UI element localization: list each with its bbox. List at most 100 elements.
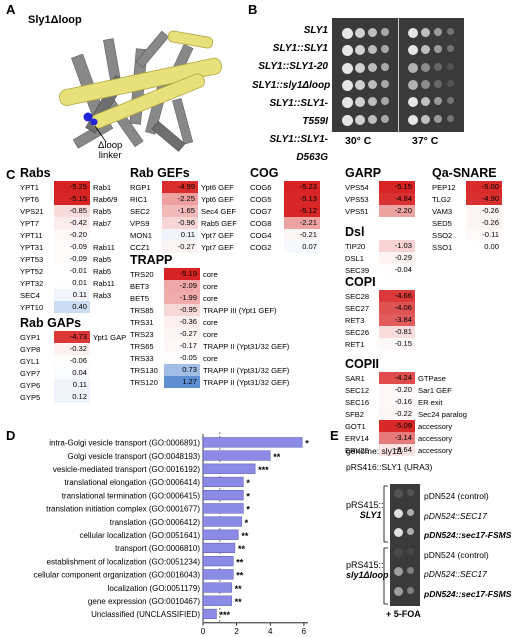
- gene-name: GOT1: [345, 421, 366, 431]
- score-cell: 0.04: [54, 367, 90, 379]
- gene-annotation: core: [203, 353, 218, 363]
- colony-spot: [408, 80, 418, 90]
- colony-spot: [368, 80, 377, 89]
- group-garp: GARP VPS54 -5.15 VPS53 -4.84 VPS51 -2.20: [345, 166, 415, 217]
- score-cell: -0.05: [164, 352, 200, 364]
- significance-stars: ***: [258, 465, 269, 475]
- significance-stars: **: [273, 452, 281, 462]
- gene-row: SEC4 0.11 Rab3: [20, 289, 130, 301]
- gene-row: VAM3 -0.26: [432, 205, 502, 217]
- group-trapp: TRAPP TRS20 -5.19 core BET3 -2.09 core BET5 -1.9…: [130, 253, 310, 388]
- gene-row: YPT52 -0.01 Rab5: [20, 265, 130, 277]
- protein-structure-image: [59, 30, 222, 152]
- strain-labels: SLY1 SLY1::SLY1 SLY1::SLY1-20 SLY1::sly1…: [252, 22, 331, 168]
- gene-annotation: Rab1: [93, 182, 112, 192]
- structure-title: Sly1Δloop: [28, 14, 82, 26]
- gene-row: SEC16 -0.16 ER exit: [345, 396, 475, 408]
- category-label: establishment of localization (GO:005123…: [47, 557, 201, 566]
- score-cell: -0.42: [54, 217, 90, 229]
- group2-label: pRS415:: sly1Δloop: [346, 560, 389, 580]
- gene-row: SEC26 -0.81: [345, 326, 415, 338]
- e-row-label: pDN524::SEC17: [424, 510, 487, 521]
- significance-stars: **: [241, 531, 249, 541]
- gene-name: BET5: [130, 293, 149, 303]
- group-copii: COPII SAR1 -4.24 GTPase SEC12 -0.20 Sar1 GEF SE…: [345, 357, 475, 456]
- group-title: TRAPP: [130, 253, 173, 267]
- significance-stars: *: [245, 518, 249, 528]
- score-cell: 0.40: [54, 301, 90, 313]
- panel-label-a: A: [6, 2, 16, 17]
- score-cell: -0.15: [379, 338, 415, 350]
- gene-annotation: accessory: [418, 433, 453, 443]
- gene-annotation: Ypt7 GEF: [201, 242, 234, 252]
- score-cell: 1.27: [164, 376, 200, 388]
- category-label: cellular component organization (GO:0016…: [34, 571, 201, 580]
- x-tick-label: 2: [234, 627, 239, 636]
- colony-spot: [342, 28, 353, 39]
- gene-row: SEC28 -4.66: [345, 290, 415, 302]
- score-cell: 0.01: [54, 277, 90, 289]
- gene-row: TRS31 -0.36 core: [130, 316, 310, 328]
- strain-label: SLY1::sly1Δloop: [252, 79, 331, 91]
- group-title: COPII: [345, 357, 380, 371]
- group-copi: COPI SEC28 -4.66 SEC27 -4.06 RET3 -3.84 SEC26 -0…: [345, 275, 415, 350]
- gene-name: YPT1: [20, 182, 39, 192]
- gene-annotation: GTPase: [418, 373, 446, 383]
- gene-name: VPS53: [345, 194, 369, 204]
- bar: [202, 463, 256, 474]
- gene-name: TRS120: [130, 377, 158, 387]
- score-cell: -0.26: [466, 205, 502, 217]
- colony-spot: [421, 45, 430, 55]
- gene-name: YPT10: [20, 302, 44, 312]
- group1-label: pRS415:: SLY1: [346, 500, 384, 520]
- gene-name: PEP12: [432, 182, 456, 192]
- score-cell: 0.73: [164, 364, 200, 376]
- colony-spot: [407, 586, 414, 594]
- score-cell: -0.20: [54, 229, 90, 241]
- colony-spot: [408, 97, 418, 108]
- gene-name: YPT32: [20, 278, 44, 288]
- score-cell: -0.27: [164, 328, 200, 340]
- score-cell: -0.17: [164, 340, 200, 352]
- gene-annotation: Rab5: [93, 254, 112, 264]
- score-cell: -5.19: [164, 268, 200, 280]
- gene-row: YPT53 -0.09 Rab5: [20, 253, 130, 265]
- category-label: Golgi vesicle transport (GO:0048193): [67, 452, 200, 461]
- gene-name: ERV14: [345, 433, 369, 443]
- gene-row: BET3 -2.09 core: [130, 280, 310, 292]
- gene-row: YPT7 -0.42 Rab7: [20, 217, 130, 229]
- colony-spot: [368, 62, 377, 72]
- gene-name: SED5: [432, 218, 452, 228]
- gene-name: VPS21: [20, 206, 44, 216]
- gene-name: SEC27: [345, 303, 370, 313]
- gene-name: YPT31: [20, 242, 44, 252]
- gene-annotation: ER exit: [418, 397, 443, 407]
- colony-spot: [381, 97, 389, 106]
- score-cell: 0.00: [466, 241, 502, 253]
- bar: [202, 450, 271, 461]
- score-cell: 0.11: [54, 289, 90, 301]
- category-label: cellular localization (GO:0051641): [79, 531, 200, 540]
- bar: [202, 542, 236, 553]
- colony-spot: [421, 114, 430, 124]
- group-rab-gaps: Rab GAPs GYP1 -4.73 Ypt1 GAP GYP8 -0.32 GYL1 -0…: [20, 316, 140, 403]
- gene-name: SEC2: [130, 206, 150, 216]
- significance-stars: *: [305, 439, 309, 449]
- gene-row: MON1 0.11 Ypt7 GEF: [130, 229, 248, 241]
- gene-row: PEP12 -5.00: [432, 181, 502, 193]
- bar: [202, 490, 244, 501]
- score-cell: -5.15: [54, 193, 90, 205]
- gene-row: GYP6 0.11: [20, 379, 140, 391]
- score-cell: -2.20: [379, 205, 415, 217]
- strain-label: SLY1::SLY1-D563G: [269, 134, 328, 164]
- group-cog: COG COG6 -5.23 COG5 -5.13 COG7 -5.12 COG8 -2.21 C…: [250, 166, 320, 253]
- score-cell: 0.11: [54, 379, 90, 391]
- bar: [202, 582, 232, 593]
- gene-name: COG6: [250, 182, 272, 192]
- gene-name: RET1: [345, 339, 365, 349]
- colony-spot: [408, 62, 418, 73]
- colony-spot: [447, 114, 454, 122]
- x-tick-label: 0: [201, 627, 206, 636]
- gene-name: COG4: [250, 230, 272, 240]
- score-cell: -4.24: [379, 372, 415, 384]
